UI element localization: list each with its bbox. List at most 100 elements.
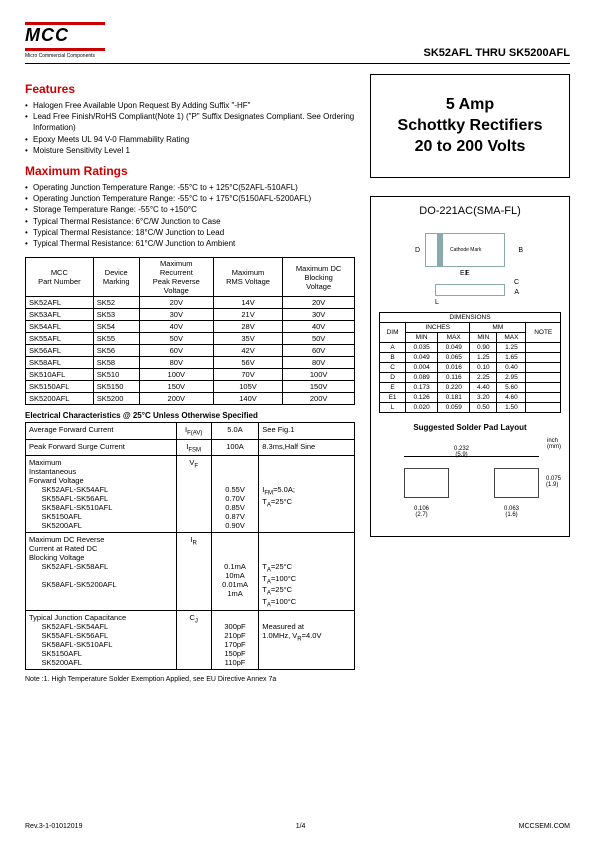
- table-cell: 100V: [139, 369, 213, 381]
- dim-sub: MIN: [470, 333, 497, 343]
- dim-b: B: [518, 247, 523, 254]
- table-cell: [526, 353, 561, 363]
- table-row: SK510AFLSK510100V70V100V: [26, 369, 355, 381]
- table-cell: Typical Junction Capacitance SK52AFL-SK5…: [26, 611, 177, 670]
- table-row: A0.0350.0490.901.25: [380, 343, 561, 353]
- title-l2: Schottky Rectifiers: [381, 116, 559, 137]
- table-cell: Maximum DC ReverseCurrent at Rated DCBlo…: [26, 533, 177, 611]
- series-title: SK52AFL THRU SK5200AFL: [424, 47, 571, 59]
- rating-item: Storage Temperature Range: -55°C to +150…: [25, 204, 355, 215]
- table-cell: 100A: [211, 439, 259, 456]
- table-cell: IR: [176, 533, 211, 611]
- table-cell: [526, 383, 561, 393]
- dim-line-top: [404, 456, 539, 457]
- rating-item: Typical Thermal Resistance: 18°C/W Junct…: [25, 227, 355, 238]
- elec-char-title: Electrical Characteristics @ 25°C Unless…: [25, 411, 355, 420]
- part-table-header: Maximum RMS Voltage: [213, 258, 282, 297]
- table-cell: 0.004: [406, 363, 438, 373]
- table-cell: 0.116: [438, 373, 470, 383]
- table-cell: 200V: [139, 393, 213, 405]
- dim-head: INCHES: [406, 323, 470, 333]
- table-cell: 1.50: [497, 403, 526, 413]
- table-cell: MaximumInstantaneousForward Voltage SK52…: [26, 456, 177, 533]
- table-cell: 50V: [283, 333, 355, 345]
- solder-dim-h: 0.075 (1.9): [546, 476, 561, 488]
- table-cell: 0.065: [438, 353, 470, 363]
- table-cell: 4.40: [470, 383, 497, 393]
- table-cell: SK52: [93, 297, 139, 309]
- table-row: SK52AFLSK5220V14V20V: [26, 297, 355, 309]
- table-cell: 105V: [213, 381, 282, 393]
- solder-title: Suggested Solder Pad Layout: [379, 423, 561, 432]
- dim-e1: E1: [460, 270, 469, 277]
- table-cell: [526, 393, 561, 403]
- table-cell: 30V: [139, 309, 213, 321]
- table-cell: 0.089: [406, 373, 438, 383]
- table-cell: [526, 373, 561, 383]
- pkg-side-outline: [435, 284, 505, 296]
- title-l3: 20 to 200 Volts: [381, 137, 559, 158]
- table-cell: SK56: [93, 345, 139, 357]
- part-table-header: Maximum DC Blocking Voltage: [283, 258, 355, 297]
- table-row: MaximumInstantaneousForward Voltage SK52…: [26, 456, 355, 533]
- rating-item: Typical Thermal Resistance: 61°C/W Junct…: [25, 238, 355, 249]
- table-cell: 2.25: [470, 373, 497, 383]
- table-cell: 60V: [139, 345, 213, 357]
- solder-dim-l: 0.106 (2.7): [414, 506, 429, 518]
- table-cell: CJ: [176, 611, 211, 670]
- table-cell: 0.059: [438, 403, 470, 413]
- table-cell: 50V: [139, 333, 213, 345]
- table-cell: SK58: [93, 357, 139, 369]
- table-row: SK56AFLSK5660V42V60V: [26, 345, 355, 357]
- table-cell: 21V: [213, 309, 282, 321]
- dimensions-table: DIMENSIONSDIMINCHESMMNOTEMINMAXMINMAXA0.…: [379, 312, 561, 413]
- footer-rev: Rev.3-1-01012019: [25, 823, 82, 830]
- table-cell: 300pF210pF170pF150pF110pF: [211, 611, 259, 670]
- table-cell: 2.95: [497, 373, 526, 383]
- table-row: C0.0040.0160.100.40: [380, 363, 561, 373]
- header: MCC Micro Commercial Components SK52AFL …: [25, 20, 570, 64]
- table-row: Typical Junction Capacitance SK52AFL-SK5…: [26, 611, 355, 670]
- table-cell: 150V: [139, 381, 213, 393]
- part-table: MCC Part NumberDevice MarkingMaximum Rec…: [25, 257, 355, 405]
- main-content: Features Halogen Free Available Upon Req…: [25, 74, 570, 683]
- solder-unit: inch (mm): [547, 438, 561, 450]
- features-heading: Features: [25, 82, 355, 96]
- max-ratings-heading: Maximum Ratings: [25, 164, 355, 178]
- table-cell: A: [380, 343, 406, 353]
- table-cell: 150V: [283, 381, 355, 393]
- table-cell: [526, 343, 561, 353]
- table-cell: B: [380, 353, 406, 363]
- part-table-header: MCC Part Number: [26, 258, 94, 297]
- table-cell: 40V: [139, 321, 213, 333]
- table-cell: C: [380, 363, 406, 373]
- table-cell: SK58AFL: [26, 357, 94, 369]
- max-ratings-list: Operating Junction Temperature Range: -5…: [25, 182, 355, 249]
- package-side-view: C A L: [415, 279, 525, 304]
- logo-area: MCC Micro Commercial Components: [25, 20, 105, 59]
- table-cell: 80V: [283, 357, 355, 369]
- table-cell: Measured at1.0MHz, VR=4.0V: [259, 611, 355, 670]
- dim-sub: MAX: [497, 333, 526, 343]
- table-cell: TA=25°CTA=100°CTA=25°CTA=100°C: [259, 533, 355, 611]
- feature-item: Halogen Free Available Upon Request By A…: [25, 100, 355, 111]
- table-cell: 5.0A: [211, 423, 259, 440]
- table-cell: 5.60: [497, 383, 526, 393]
- table-cell: Peak Forward Surge Current: [26, 439, 177, 456]
- table-cell: SK55: [93, 333, 139, 345]
- table-row: SK5200AFLSK5200200V140V200V: [26, 393, 355, 405]
- cathode-stripe: [437, 233, 443, 267]
- table-cell: SK510: [93, 369, 139, 381]
- table-row: Maximum DC ReverseCurrent at Rated DCBlo…: [26, 533, 355, 611]
- feature-item: Epoxy Meets UL 94 V-0 Flammability Ratin…: [25, 134, 355, 145]
- rating-item: Operating Junction Temperature Range: -5…: [25, 182, 355, 193]
- footer-site: MCCSEMI.COM: [519, 823, 570, 830]
- table-row: Average Forward CurrentIF(AV)5.0ASee Fig…: [26, 423, 355, 440]
- table-cell: 0.220: [438, 383, 470, 393]
- note-text: Note :1. High Temperature Solder Exempti…: [25, 676, 355, 683]
- solder-pad-left: [404, 468, 449, 498]
- right-column: 5 Amp Schottky Rectifiers 20 to 200 Volt…: [370, 74, 570, 683]
- table-cell: SK5200: [93, 393, 139, 405]
- table-row: SK54AFLSK5440V28V40V: [26, 321, 355, 333]
- table-cell: 14V: [213, 297, 282, 309]
